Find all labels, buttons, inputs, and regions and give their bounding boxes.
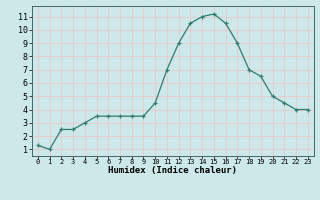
X-axis label: Humidex (Indice chaleur): Humidex (Indice chaleur) [108,166,237,175]
